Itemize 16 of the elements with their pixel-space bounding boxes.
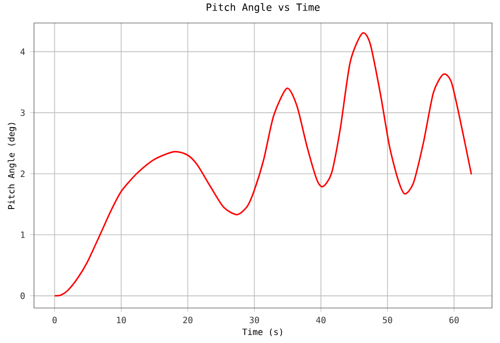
x-tick-label: 10 [117,316,126,324]
x-tick-label: 60 [449,316,459,324]
y-axis-title: Pitch Angle (deg) [8,122,16,210]
line-series [54,32,472,297]
chart-title: Pitch Angle vs Time [206,3,320,13]
y-tick-label: 0 [20,292,25,300]
x-tick-label: 20 [183,316,192,324]
y-tick-label: 3 [20,109,25,116]
y-tick-label: 1 [21,232,25,238]
x-axis-title: Time (s) [242,328,282,336]
y-tick-label: 4 [20,48,25,55]
x-tick-label: 50 [382,316,392,324]
x-tick-label: 30 [250,316,259,324]
x-tick-label: 40 [316,316,326,324]
x-tick-label: 0 [52,316,57,324]
y-tick-label: 2 [20,170,25,177]
